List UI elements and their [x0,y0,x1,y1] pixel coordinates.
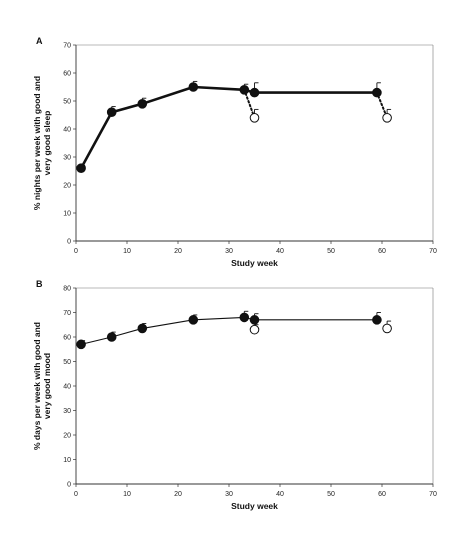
data-point [137,323,148,334]
y-tick-label: 30 [63,155,71,162]
y-tick-label: 10 [63,211,71,218]
y-tick-label: 20 [63,433,71,440]
data-point [76,163,86,173]
y-tick-label: 20 [63,183,71,190]
series-line [80,316,377,345]
data-point [106,332,117,342]
data-point [372,315,382,325]
y-axis-title-line: % days per week with good and [32,322,42,450]
x-tick-label: 70 [429,248,437,255]
x-tick-label: 10 [123,491,131,498]
data-point [106,107,117,117]
y-tick-label: 70 [63,310,71,317]
y-tick-label: 50 [63,359,71,366]
panel-a: A 0 10 20 30 40 50 60 70 0 10 20 30 40 50 60 70 Study wee… [32,36,437,268]
data-point-open [382,323,392,334]
x-tick-label: 20 [174,491,182,498]
data-point [188,315,199,325]
x-tick-label: 0 [74,491,78,498]
y-axis-title-line: % nights per week with good and [32,76,42,210]
x-tick-label: 40 [276,248,284,255]
x-tick-label: 70 [429,491,437,498]
y-tick-label: 10 [63,457,71,464]
data-point [239,312,250,323]
y-axis-title-line: very good mood [42,353,52,419]
panel-label: A [36,36,43,46]
data-point [249,87,260,98]
x-tick-label: 10 [123,248,131,255]
y-tick-label: 50 [63,99,71,106]
panel-b: B 0 10 20 30 40 50 60 70 80 0 10 20 30 40 50 60 70 Study w… [32,279,437,511]
x-tick-label: 0 [74,248,78,255]
dotted-connector [243,88,256,119]
y-tick-label: 0 [67,239,71,246]
y-tick-label: 80 [63,286,71,293]
y-tick-label: 0 [67,482,71,489]
x-tick-label: 30 [225,248,233,255]
x-tick-label: 40 [276,491,284,498]
y-tick-label: 40 [63,127,71,134]
x-tick-label: 50 [327,248,335,255]
x-tick-label: 60 [378,248,386,255]
data-point [249,315,260,325]
y-axis-title-line: very good sleep [42,111,52,176]
x-axis-title: Study week [231,501,278,511]
x-tick-label: 50 [327,491,335,498]
data-point-open [382,113,392,123]
data-point [372,87,382,98]
x-tick-label: 20 [174,248,182,255]
y-tick-label: 60 [63,71,71,78]
y-tick-label: 30 [63,408,71,415]
x-tick-label: 30 [225,491,233,498]
data-point-open [249,324,260,335]
series-line [79,85,377,169]
x-axis-title: Study week [231,258,278,268]
y-tick-label: 60 [63,335,71,342]
x-tick-label: 60 [378,491,386,498]
panel-label: B [36,279,43,289]
y-axis-title: % nights per week with good andvery good… [32,76,52,210]
data-point [188,82,199,92]
y-axis-title: % days per week with good andvery good m… [32,322,52,450]
data-point-open [249,113,260,123]
data-point [76,339,86,350]
y-tick-label: 40 [63,384,71,391]
data-point [137,99,148,109]
y-tick-label: 70 [63,43,71,50]
data-point [239,85,250,95]
